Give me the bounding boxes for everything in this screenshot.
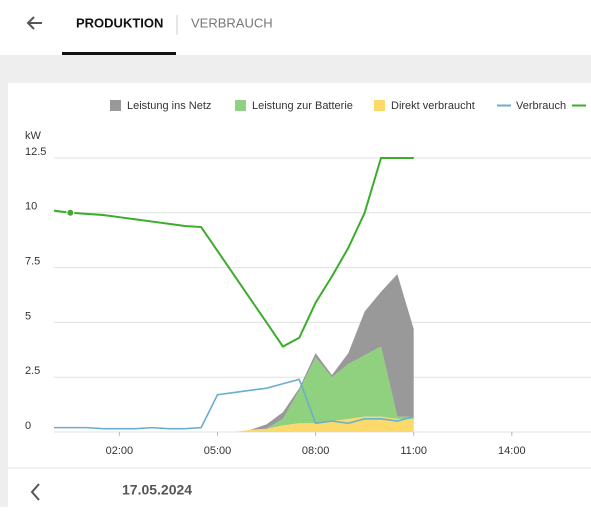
y-tick-label: 10 bbox=[25, 201, 37, 213]
x-tick-label: 11:00 bbox=[400, 445, 427, 457]
y-tick-label: 0 bbox=[25, 420, 31, 432]
prev-day-button[interactable] bbox=[30, 483, 40, 501]
tab-produktion[interactable]: PRODUKTION bbox=[76, 15, 163, 30]
legend-swatch bbox=[374, 100, 385, 111]
tab-indicator bbox=[62, 52, 176, 55]
y-tick-label: 2.5 bbox=[25, 365, 40, 377]
legend-label: Leistung zur Batterie bbox=[252, 100, 353, 112]
side-gap bbox=[0, 83, 8, 507]
back-button[interactable] bbox=[26, 16, 42, 30]
y-tick-label: 5 bbox=[25, 310, 31, 322]
date-label: 17.05.2024 bbox=[122, 482, 192, 498]
point-marker bbox=[66, 208, 75, 217]
gap bbox=[0, 55, 591, 83]
legend-label: Direkt verbraucht bbox=[391, 100, 475, 112]
top-bar bbox=[0, 0, 591, 55]
tab-verbrauch[interactable]: VERBRAUCH bbox=[191, 15, 273, 30]
legend-label: Leistung ins Netz bbox=[127, 100, 211, 112]
area bbox=[54, 416, 414, 432]
x-tick-label: 14:00 bbox=[498, 445, 526, 457]
legend-swatch bbox=[235, 100, 246, 111]
y-axis-label: kW bbox=[25, 130, 42, 142]
legend-label: Verbrauch bbox=[516, 100, 566, 112]
y-tick-label: 7.5 bbox=[25, 256, 40, 268]
line bbox=[54, 378, 414, 430]
area bbox=[54, 346, 414, 432]
x-tick-label: 02:00 bbox=[106, 445, 134, 457]
legend-swatch bbox=[110, 100, 121, 111]
y-tick-label: 12.5 bbox=[25, 146, 46, 158]
line bbox=[53, 157, 414, 348]
x-tick-label: 05:00 bbox=[204, 445, 232, 457]
x-tick-label: 08:00 bbox=[302, 445, 330, 457]
